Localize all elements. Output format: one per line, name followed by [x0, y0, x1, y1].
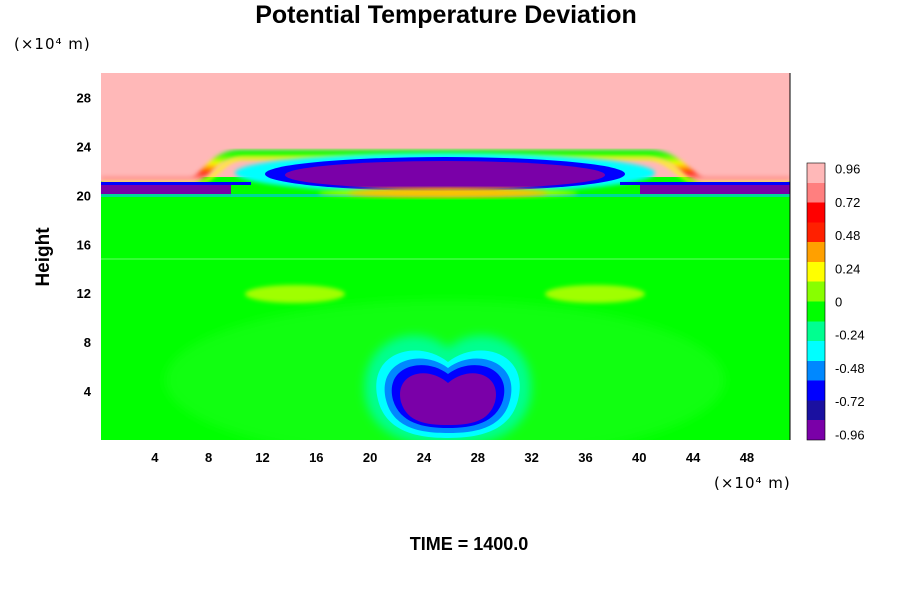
- colorbar-tick-labels: 0.96 0.72 0.48 0.24 0 -0.24 -0.48 -0.72 -0.96: [835, 162, 865, 443]
- x-unit-label: (×10⁴ m): [714, 474, 791, 492]
- x-tick-label: 32: [524, 450, 538, 465]
- y-tick-label: 8: [84, 335, 91, 350]
- chart-title: Potential Temperature Deviation: [255, 1, 637, 29]
- plot-area: [101, 73, 790, 440]
- inversion-band-left: [101, 184, 231, 194]
- warm-patch-right: [545, 285, 645, 303]
- colorbar-tick-label: 0.96: [835, 162, 860, 177]
- colorbar-tick-label: -0.72: [835, 394, 865, 409]
- x-tick-label: 4: [151, 450, 159, 465]
- faint-line: [101, 258, 790, 260]
- y-tick-labels: 4 8 12 16 20 24 28: [77, 90, 92, 399]
- x-tick-labels: 4 8 12 16 20 24 28 32 36 40 44 48: [151, 450, 754, 465]
- upper-lens-core: [285, 161, 605, 189]
- x-tick-label: 12: [255, 450, 269, 465]
- x-tick-label: 36: [578, 450, 592, 465]
- y-tick-label: 16: [77, 237, 91, 252]
- x-tick-label: 48: [740, 450, 754, 465]
- inversion-band-right: [640, 184, 790, 194]
- y-axis-label: Height: [33, 227, 54, 287]
- colorbar-tick-label: -0.48: [835, 361, 865, 376]
- y-unit-label: (×10⁴ m): [14, 35, 91, 53]
- x-tick-label: 28: [471, 450, 485, 465]
- y-tick-label: 28: [77, 90, 91, 105]
- colorbar-tick-label: -0.24: [835, 328, 865, 343]
- warm-patch-left: [245, 285, 345, 303]
- x-tick-label: 40: [632, 450, 646, 465]
- colorbar-tick-label: -0.96: [835, 427, 865, 442]
- time-caption: TIME = 1400.0: [410, 534, 529, 554]
- y-tick-label: 20: [77, 188, 91, 203]
- y-tick-label: 24: [77, 139, 92, 154]
- colorbar-tick-label: 0.72: [835, 195, 860, 210]
- x-tick-label: 24: [417, 450, 432, 465]
- x-tick-label: 20: [363, 450, 377, 465]
- y-tick-label: 4: [84, 384, 92, 399]
- x-tick-label: 16: [309, 450, 323, 465]
- colorbar-tick-label: 0.24: [835, 261, 860, 276]
- y-tick-label: 12: [77, 286, 91, 301]
- colorbar: [806, 162, 826, 441]
- cold-bubble: [364, 335, 532, 440]
- x-tick-label: 44: [686, 450, 701, 465]
- colorbar-tick-label: 0.48: [835, 228, 860, 243]
- x-tick-label: 8: [205, 450, 212, 465]
- colorbar-tick-label: 0: [835, 295, 842, 310]
